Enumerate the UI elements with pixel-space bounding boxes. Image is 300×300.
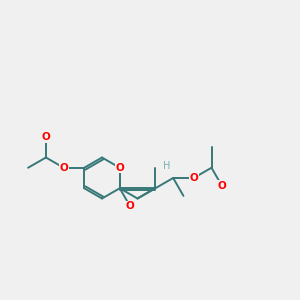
Text: O: O — [218, 181, 226, 190]
Text: O: O — [41, 132, 50, 142]
Text: O: O — [116, 163, 124, 173]
Text: O: O — [189, 173, 198, 183]
Text: O: O — [59, 163, 68, 173]
Text: O: O — [126, 201, 134, 211]
Text: H: H — [163, 161, 171, 171]
